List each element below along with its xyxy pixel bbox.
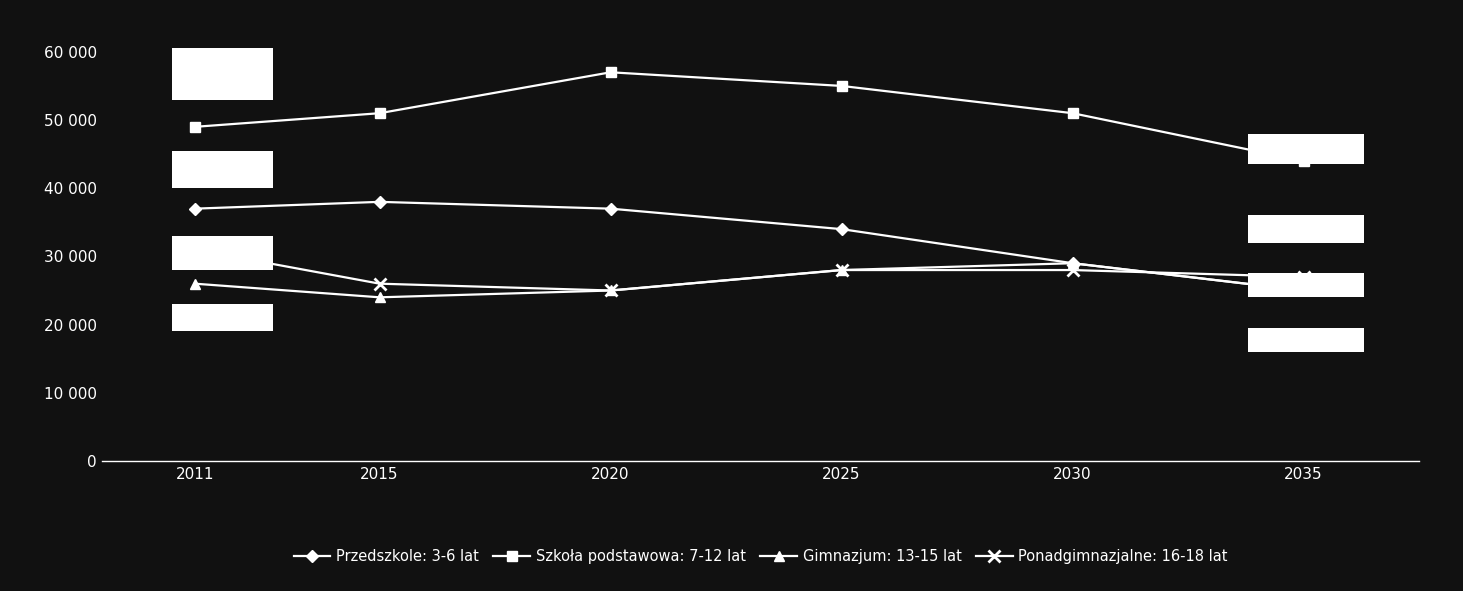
- Ponadgimnazjalne: 16-18 lat: (2.02e+03, 2.8e+04): 16-18 lat: (2.02e+03, 2.8e+04): [832, 267, 850, 274]
- Szkoła podstawowa: 7-12 lat: (2.02e+03, 5.5e+04): 7-12 lat: (2.02e+03, 5.5e+04): [832, 82, 850, 89]
- Bar: [1248, 134, 1364, 164]
- Bar: [171, 236, 274, 270]
- Szkoła podstawowa: 7-12 lat: (2.04e+03, 4.4e+04): 7-12 lat: (2.04e+03, 4.4e+04): [1295, 157, 1312, 164]
- Bar: [171, 304, 274, 332]
- Ponadgimnazjalne: 16-18 lat: (2.04e+03, 2.7e+04): 16-18 lat: (2.04e+03, 2.7e+04): [1295, 273, 1312, 280]
- Gimnazjum: 13-15 lat: (2.02e+03, 2.4e+04): 13-15 lat: (2.02e+03, 2.4e+04): [370, 294, 388, 301]
- Ponadgimnazjalne: 16-18 lat: (2.03e+03, 2.8e+04): 16-18 lat: (2.03e+03, 2.8e+04): [1064, 267, 1081, 274]
- Przedszkole: 3-6 lat: (2.02e+03, 3.4e+04): 3-6 lat: (2.02e+03, 3.4e+04): [832, 226, 850, 233]
- Przedszkole: 3-6 lat: (2.03e+03, 2.9e+04): 3-6 lat: (2.03e+03, 2.9e+04): [1064, 259, 1081, 267]
- Przedszkole: 3-6 lat: (2.01e+03, 3.7e+04): 3-6 lat: (2.01e+03, 3.7e+04): [186, 205, 203, 212]
- Line: Gimnazjum: 13-15 lat: Gimnazjum: 13-15 lat: [190, 258, 1308, 302]
- Ponadgimnazjalne: 16-18 lat: (2.02e+03, 2.6e+04): 16-18 lat: (2.02e+03, 2.6e+04): [370, 280, 388, 287]
- Line: Szkoła podstawowa: 7-12 lat: Szkoła podstawowa: 7-12 lat: [190, 67, 1308, 166]
- Gimnazjum: 13-15 lat: (2.04e+03, 2.5e+04): 13-15 lat: (2.04e+03, 2.5e+04): [1295, 287, 1312, 294]
- Bar: [1248, 274, 1364, 297]
- Gimnazjum: 13-15 lat: (2.03e+03, 2.9e+04): 13-15 lat: (2.03e+03, 2.9e+04): [1064, 259, 1081, 267]
- Przedszkole: 3-6 lat: (2.04e+03, 2.5e+04): 3-6 lat: (2.04e+03, 2.5e+04): [1295, 287, 1312, 294]
- Gimnazjum: 13-15 lat: (2.02e+03, 2.5e+04): 13-15 lat: (2.02e+03, 2.5e+04): [601, 287, 619, 294]
- Bar: [1248, 328, 1364, 352]
- Bar: [171, 48, 274, 99]
- Ponadgimnazjalne: 16-18 lat: (2.02e+03, 2.5e+04): 16-18 lat: (2.02e+03, 2.5e+04): [601, 287, 619, 294]
- Szkoła podstawowa: 7-12 lat: (2.01e+03, 4.9e+04): 7-12 lat: (2.01e+03, 4.9e+04): [186, 124, 203, 131]
- Gimnazjum: 13-15 lat: (2.02e+03, 2.8e+04): 13-15 lat: (2.02e+03, 2.8e+04): [832, 267, 850, 274]
- Gimnazjum: 13-15 lat: (2.01e+03, 2.6e+04): 13-15 lat: (2.01e+03, 2.6e+04): [186, 280, 203, 287]
- Ponadgimnazjalne: 16-18 lat: (2.01e+03, 3.1e+04): 16-18 lat: (2.01e+03, 3.1e+04): [186, 246, 203, 253]
- Szkoła podstawowa: 7-12 lat: (2.02e+03, 5.7e+04): 7-12 lat: (2.02e+03, 5.7e+04): [601, 69, 619, 76]
- Szkoła podstawowa: 7-12 lat: (2.02e+03, 5.1e+04): 7-12 lat: (2.02e+03, 5.1e+04): [370, 110, 388, 117]
- Przedszkole: 3-6 lat: (2.02e+03, 3.7e+04): 3-6 lat: (2.02e+03, 3.7e+04): [601, 205, 619, 212]
- Szkoła podstawowa: 7-12 lat: (2.03e+03, 5.1e+04): 7-12 lat: (2.03e+03, 5.1e+04): [1064, 110, 1081, 117]
- Bar: [171, 151, 274, 188]
- Przedszkole: 3-6 lat: (2.02e+03, 3.8e+04): 3-6 lat: (2.02e+03, 3.8e+04): [370, 199, 388, 206]
- Line: Ponadgimnazjalne: 16-18 lat: Ponadgimnazjalne: 16-18 lat: [189, 243, 1309, 297]
- Bar: [1248, 216, 1364, 243]
- Line: Przedszkole: 3-6 lat: Przedszkole: 3-6 lat: [190, 197, 1308, 295]
- Legend: Przedszkole: 3-6 lat, Szkoła podstawowa: 7-12 lat, Gimnazjum: 13-15 lat, Ponadgi: Przedszkole: 3-6 lat, Szkoła podstawowa:…: [288, 544, 1233, 570]
